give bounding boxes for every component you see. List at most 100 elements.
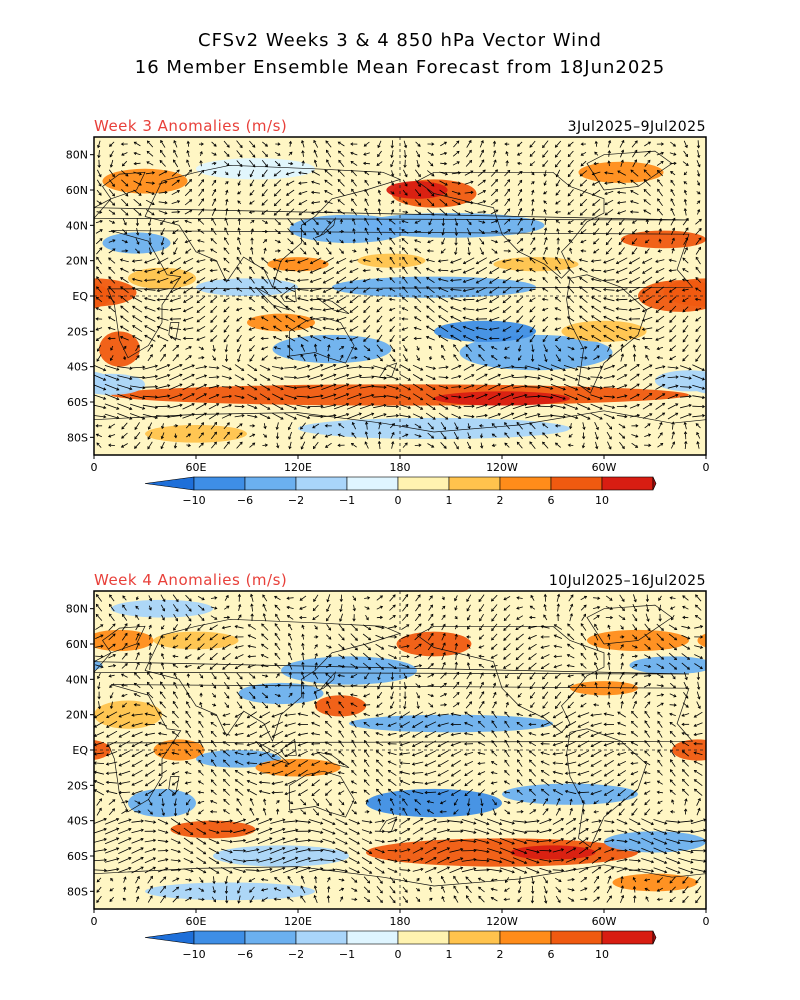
wind-arrow	[453, 885, 459, 894]
wind-arrow	[197, 780, 204, 785]
wind-arrow	[579, 198, 588, 207]
wind-arrow	[146, 702, 154, 708]
lon-tick-label: 60W	[592, 461, 617, 474]
wind-arrow	[641, 306, 653, 313]
wind-arrow	[554, 307, 562, 311]
wind-arrow	[108, 613, 115, 622]
wind-arrow	[632, 149, 638, 158]
wind-arrow	[461, 839, 477, 844]
wind-arrow	[169, 257, 181, 265]
wind-arrow	[451, 404, 462, 409]
wind-arrow	[250, 246, 254, 255]
wind-arrow	[224, 181, 229, 185]
wind-arrow	[284, 412, 297, 420]
wind-arrow	[246, 752, 258, 756]
wind-arrow	[517, 141, 523, 147]
lat-tick-label: 40S	[67, 361, 88, 374]
wind-arrow	[309, 277, 322, 283]
wind-arrow	[670, 672, 676, 680]
wind-arrow	[695, 246, 701, 255]
wind-arrow	[248, 691, 256, 700]
wind-arrow	[142, 385, 159, 389]
wind-arrow	[309, 288, 322, 293]
wind-arrow	[262, 443, 269, 447]
wind-arrow	[620, 875, 624, 884]
wind-arrow	[428, 886, 433, 892]
wind-arrow	[567, 674, 574, 678]
wind-arrow	[250, 603, 254, 612]
wind-arrow	[632, 876, 637, 883]
wind-arrow	[683, 247, 688, 255]
wind-arrow	[580, 623, 587, 631]
wind-arrow	[450, 297, 462, 302]
wind-arrow	[185, 887, 193, 891]
wind-arrow	[182, 327, 194, 331]
wind-arrow	[567, 276, 575, 284]
wind-arrow	[579, 277, 588, 284]
wind-arrow	[160, 671, 166, 680]
wind-arrow	[109, 594, 115, 602]
wind-arrow	[656, 633, 664, 641]
wind-arrow	[556, 593, 561, 602]
anomaly-region	[170, 820, 256, 839]
wind-arrow	[403, 672, 408, 680]
wind-arrow	[377, 247, 382, 255]
wind-arrow	[171, 210, 181, 214]
wind-arrow	[159, 691, 166, 699]
wind-arrow	[681, 278, 689, 282]
wind-arrow	[160, 237, 165, 246]
wind-arrow	[680, 375, 692, 380]
wind-arrow	[641, 828, 654, 835]
wind-arrow	[324, 751, 333, 755]
wind-arrow	[617, 788, 626, 797]
wind-arrow	[464, 770, 474, 777]
wind-arrow	[133, 171, 143, 176]
wind-arrow	[478, 895, 485, 903]
wind-arrow	[684, 671, 688, 681]
wind-arrow	[567, 888, 575, 892]
wind-arrow	[322, 267, 334, 274]
wind-arrow	[97, 169, 102, 178]
wind-arrow	[503, 596, 511, 601]
wind-arrow	[503, 633, 511, 641]
wind-arrow	[301, 160, 305, 167]
wind-arrow	[644, 643, 651, 650]
wind-arrow	[225, 198, 229, 206]
wind-arrow	[222, 769, 230, 777]
wind-arrow	[466, 139, 472, 148]
wind-arrow	[313, 690, 318, 700]
wind-arrow	[121, 249, 129, 253]
wind-arrow	[670, 441, 676, 449]
wind-arrow	[441, 623, 446, 631]
wind-arrow	[488, 257, 500, 264]
wind-arrow	[607, 150, 611, 157]
wind-arrow	[95, 624, 104, 630]
wind-arrow	[196, 315, 206, 323]
wind-arrow	[246, 761, 258, 765]
wind-arrow	[695, 895, 702, 904]
wind-arrow	[669, 730, 676, 738]
wind-arrow	[499, 828, 515, 835]
wind-arrow	[324, 731, 333, 737]
wind-arrow	[389, 614, 396, 620]
wind-arrow	[529, 692, 536, 699]
wind-arrow	[414, 276, 422, 284]
wind-arrow	[349, 259, 359, 263]
wind-arrow	[642, 364, 653, 371]
wind-arrow	[376, 257, 383, 264]
wind-arrow	[542, 672, 549, 680]
wind-arrow	[221, 365, 232, 371]
wind-arrow	[323, 200, 333, 204]
wind-arrow	[270, 866, 286, 873]
wind-arrow	[604, 181, 614, 185]
wind-arrow	[135, 885, 140, 893]
wind-arrow	[605, 237, 613, 246]
wind-arrow	[147, 422, 153, 430]
wind-arrow	[121, 170, 129, 177]
wind-arrow	[387, 838, 398, 843]
wind-arrow	[630, 780, 639, 786]
wind-arrow	[692, 364, 705, 371]
wind-arrow	[144, 829, 157, 833]
wind-arrow	[363, 693, 371, 698]
